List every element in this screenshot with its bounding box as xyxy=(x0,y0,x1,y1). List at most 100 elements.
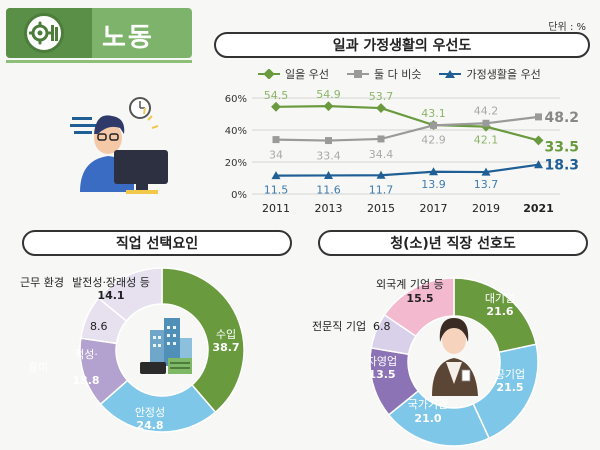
data-point xyxy=(271,171,281,180)
data-label: 11.6 xyxy=(316,183,341,196)
slice-value-label: 38.7 xyxy=(212,341,239,354)
series-line xyxy=(275,163,539,177)
data-label: 18.3 xyxy=(545,158,580,174)
data-label: 42.1 xyxy=(474,134,499,147)
slice-value-label: 13.5 xyxy=(368,368,395,381)
worker-at-desk-illustration xyxy=(70,97,168,194)
data-point xyxy=(429,167,438,176)
line-chart-x-ticks: 2011 2013 2015 2017 2019 2021 xyxy=(262,202,554,215)
y-tick-label: 0% xyxy=(231,190,247,201)
donut-slice xyxy=(383,277,455,338)
slice-value-label: 21.5 xyxy=(496,381,523,394)
legend-label-both: 둘 다 비슷 xyxy=(373,68,422,81)
x-tick-label: 2015 xyxy=(367,202,395,215)
slice-name-label: 안정성 xyxy=(135,406,165,419)
legend-item-both: 둘 다 비슷 xyxy=(346,66,422,82)
data-label: 43.1 xyxy=(421,107,446,120)
labor-gear-icon xyxy=(24,13,64,53)
data-label: 54.5 xyxy=(264,89,289,102)
slice-name-label: 흥미 xyxy=(28,360,48,374)
data-label: 13.9 xyxy=(421,178,446,191)
slice-value-label: 8.6 xyxy=(90,320,108,333)
line-chart-series: 54.5 54.9 53.7 43.1 42.1 33.5 34 33.4 34.4 42.9 44… xyxy=(264,88,579,196)
data-point xyxy=(481,167,491,176)
data-point xyxy=(377,135,385,143)
slice-name-label: 외국계 기업 등 xyxy=(376,278,444,291)
data-label: 33.4 xyxy=(316,150,341,163)
line-chart-title: 일과 가정생활의 우선도 xyxy=(214,32,590,58)
slice-name-label: 적성· xyxy=(74,348,98,361)
line-chart-grid xyxy=(252,97,560,195)
line-chart-y-ticks: 0% 20% 40% 60% xyxy=(225,94,247,201)
data-label: 11.7 xyxy=(369,183,394,196)
x-tick-label: 2017 xyxy=(420,202,448,215)
x-tick-label: 2011 xyxy=(262,202,290,215)
slice-value-label: 15.5 xyxy=(406,292,433,305)
page-title: 노동 xyxy=(102,23,154,53)
data-label: 48.2 xyxy=(545,110,580,126)
y-tick-label: 40% xyxy=(225,126,247,137)
data-label: 11.5 xyxy=(264,184,289,197)
data-point xyxy=(272,136,280,144)
buildings-money-illustration xyxy=(140,318,192,374)
series-line xyxy=(275,115,539,142)
data-point xyxy=(376,170,386,179)
series-2: 11.5 11.6 11.7 13.9 13.7 18.3 xyxy=(264,158,579,197)
job-chart-title: 직업 선택요인 xyxy=(22,230,292,256)
slice-name-label: 공기업 xyxy=(495,368,525,381)
office-worker-illustration xyxy=(432,318,478,396)
data-point xyxy=(325,137,332,145)
unit-label: 단위 : % xyxy=(548,22,586,33)
legend-label-family-first: 가정생활을 우선 xyxy=(466,68,541,81)
slice-value-label: 21.6 xyxy=(486,305,513,318)
data-point xyxy=(430,121,437,129)
series-0: 54.5 54.9 53.7 43.1 42.1 33.5 xyxy=(264,88,579,155)
youth-chart-title: 청(소)년 직장 선호도 xyxy=(318,230,588,256)
x-tick-label: 2019 xyxy=(472,202,500,215)
data-point xyxy=(535,113,542,121)
slice-value-label: 24.8 xyxy=(136,419,163,432)
slice-name-label: 수입 xyxy=(216,328,236,341)
data-point xyxy=(534,160,543,169)
slice-name-label: 국가기관 xyxy=(408,398,448,411)
data-point xyxy=(482,119,490,127)
donut-slice xyxy=(161,267,245,414)
data-point xyxy=(376,103,386,114)
slice-name-label: 발전성·장래성 등 xyxy=(72,276,150,289)
data-point xyxy=(533,135,544,146)
legend-item-family-first: 가정생활을 우선 xyxy=(439,66,541,82)
data-label: 13.7 xyxy=(474,178,499,191)
legend-item-work-first: 일을 우선 xyxy=(258,66,329,82)
series-line xyxy=(275,105,539,142)
line-chart-legend: 일을 우선 둘 다 비슷 가정생활을 우선 xyxy=(258,66,541,82)
legend-label-work-first: 일을 우선 xyxy=(285,68,329,81)
slice-name-label: 전문직 기업 xyxy=(312,320,366,333)
header-underline xyxy=(6,60,192,63)
series-1: 34 33.4 34.4 42.9 44.2 48.2 xyxy=(269,104,579,162)
data-point xyxy=(271,101,281,112)
donut-slice xyxy=(97,267,163,322)
slice-value-label: 14.1 xyxy=(97,289,124,302)
data-point xyxy=(324,170,333,179)
y-tick-label: 20% xyxy=(225,158,247,169)
data-label: 33.5 xyxy=(545,139,580,155)
slice-value-label: 21.0 xyxy=(414,412,441,425)
data-label: 53.7 xyxy=(369,90,394,103)
slice-value-label: 13.8 xyxy=(72,374,99,387)
data-label: 34 xyxy=(269,149,283,162)
slice-value-label: 6.8 xyxy=(373,320,391,333)
data-label: 34.4 xyxy=(369,148,394,161)
data-label: 44.2 xyxy=(474,104,499,117)
data-label: 54.9 xyxy=(316,88,341,101)
data-label: 42.9 xyxy=(421,133,446,146)
y-tick-label: 60% xyxy=(225,94,247,105)
x-tick-label: 2013 xyxy=(315,202,343,215)
line-chart: 0% 20% 40% 60% 2011 2013 2015 2017 2019 2021 54.… xyxy=(225,88,579,215)
x-tick-label: 2021 xyxy=(523,202,554,215)
slice-name-label: 근무 환경 xyxy=(20,276,64,289)
slice-name-label: 자영업 xyxy=(367,355,397,368)
